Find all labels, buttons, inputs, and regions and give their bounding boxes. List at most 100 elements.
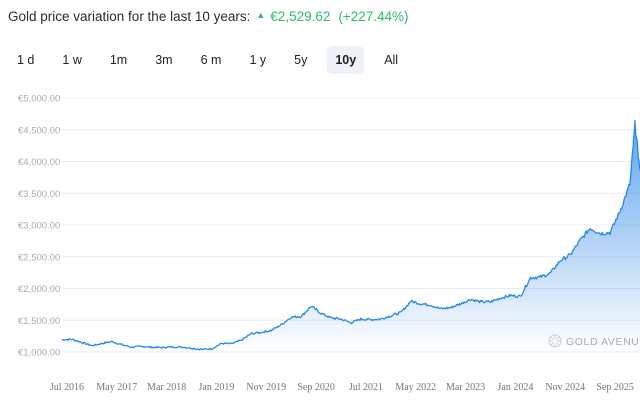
data-point: [81, 341, 83, 343]
x-tick-label: Jan 2019: [199, 382, 235, 393]
data-point: [459, 303, 461, 305]
data-point: [300, 315, 302, 317]
data-point: [91, 344, 93, 346]
data-point: [469, 298, 471, 300]
y-tick-label: €2,000.00: [18, 284, 60, 295]
data-point: [634, 123, 636, 125]
data-point: [559, 259, 561, 261]
data-point: [629, 183, 631, 185]
data-point: [430, 304, 432, 306]
data-point: [131, 346, 133, 348]
data-point: [479, 301, 481, 303]
data-point: [150, 346, 152, 348]
price-change: €2,529.62: [270, 8, 331, 24]
data-point: [380, 318, 382, 320]
x-tick-label: Jul 2016: [50, 382, 84, 393]
data-point: [539, 276, 541, 278]
data-point: [439, 308, 441, 310]
x-tick-label: Jul 2021: [349, 382, 383, 393]
data-point: [250, 332, 252, 334]
data-point: [619, 210, 621, 212]
data-point: [121, 343, 123, 345]
tab-all[interactable]: All: [384, 53, 399, 67]
data-point: [310, 305, 312, 307]
chart-title: Gold price variation for the last 10 yea…: [8, 8, 251, 24]
watermark-text: GOLD AVENUE: [566, 336, 640, 348]
data-point: [400, 311, 402, 313]
gold-price-chart: €1,000.00 €1,500.00 €2,000.00 €2,500.00 €3,0…: [18, 94, 640, 393]
data-point: [340, 318, 342, 320]
data-point: [330, 317, 332, 319]
period-tabs: 1 d 1 w 1m 3m 6 m 1 y 5y 10y All: [9, 46, 418, 74]
data-point: [449, 306, 451, 308]
x-tick-label: Mar 2018: [147, 382, 186, 393]
data-point: [240, 339, 242, 341]
y-tick-label: €3,000.00: [18, 221, 60, 232]
tab-10y[interactable]: 10y: [327, 46, 365, 74]
tab-1m[interactable]: 1m: [109, 53, 128, 67]
percent-change: (+227.44%): [338, 8, 409, 24]
data-point: [589, 227, 591, 229]
y-tick-label: €1,500.00: [18, 316, 60, 327]
data-point: [410, 300, 412, 302]
data-point: [270, 329, 272, 331]
x-tick-label: Nov 2024: [545, 382, 585, 393]
price-area: [62, 120, 640, 352]
data-point: [569, 254, 571, 256]
tab-1w[interactable]: 1 w: [62, 53, 82, 67]
data-point: [280, 323, 282, 325]
y-tick-label: €4,000.00: [18, 157, 60, 168]
data-point: [320, 312, 322, 314]
data-point: [549, 272, 551, 274]
tab-3m[interactable]: 3m: [155, 53, 173, 67]
data-point: [609, 231, 611, 233]
data-point: [260, 331, 262, 333]
x-tick-label: Mar 2023: [446, 382, 485, 393]
data-point: [101, 342, 103, 344]
data-point: [180, 346, 182, 348]
data-point: [220, 342, 222, 344]
x-tick-label: Jan 2024: [498, 382, 534, 393]
tab-5y[interactable]: 5y: [294, 53, 308, 67]
price-header: Gold price variation for the last 10 yea…: [8, 6, 409, 26]
tab-6m[interactable]: 6 m: [200, 53, 222, 67]
data-point: [370, 318, 372, 320]
y-tick-label: €5,000.00: [18, 94, 60, 105]
x-tick-label: Nov 2019: [246, 382, 286, 393]
data-point: [290, 316, 292, 318]
data-point: [170, 346, 172, 348]
y-tick-label: €4,500.00: [18, 125, 60, 136]
data-point: [420, 303, 422, 305]
data-point: [71, 338, 73, 340]
gold-avenue-logo-icon: [548, 334, 562, 348]
data-point: [499, 297, 501, 299]
triangle-up-icon: ▲: [256, 10, 266, 20]
data-point: [61, 338, 63, 340]
data-point: [350, 322, 352, 324]
data-point: [599, 232, 601, 234]
data-point: [210, 348, 212, 350]
y-tick-label: €3,500.00: [18, 189, 60, 200]
x-tick-label: Sep 2025: [596, 382, 634, 393]
x-tick-label: May 2022: [395, 382, 436, 393]
data-point: [390, 315, 392, 317]
price-line: [61, 120, 640, 351]
y-tick-label: €2,500.00: [18, 252, 60, 263]
data-point: [579, 239, 581, 241]
data-point: [489, 301, 491, 303]
data-point: [160, 346, 162, 348]
x-tick-label: Sep 2020: [297, 382, 335, 393]
data-point: [111, 340, 113, 342]
data-point: [141, 345, 143, 347]
x-tick-label: May 2017: [96, 382, 137, 393]
data-point: [230, 343, 232, 345]
data-point: [190, 347, 192, 349]
data-point: [529, 277, 531, 279]
data-point: [360, 318, 362, 320]
tab-1y[interactable]: 1 y: [249, 53, 267, 67]
data-point: [519, 295, 521, 297]
tab-1d[interactable]: 1 d: [17, 53, 35, 67]
data-point: [509, 294, 511, 296]
data-point: [200, 348, 202, 350]
y-tick-label: €1,000.00: [18, 348, 60, 359]
